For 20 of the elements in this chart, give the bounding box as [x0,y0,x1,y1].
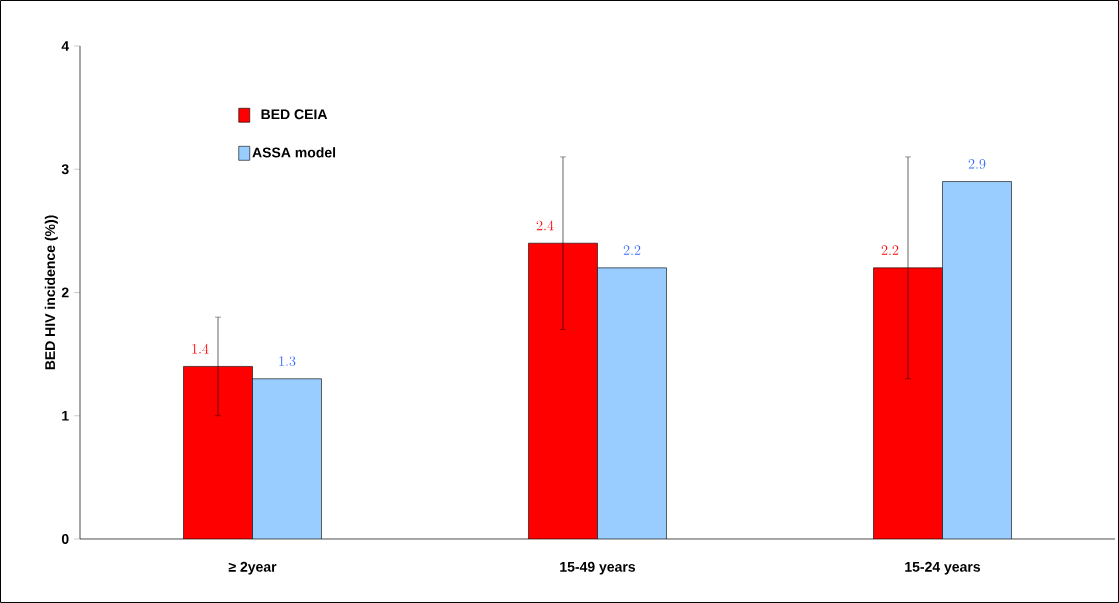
data-label: 1 .3 [279,356,296,367]
legend-label: BED CEIA [261,109,328,120]
y-tick-label: 3 [61,164,69,175]
y-axis-title: BED HIV incidence (%)) [44,215,58,370]
legend-label: ASSA model [252,147,336,158]
y-tick-label: 0 [61,534,69,544]
data-label: 2.2 [881,245,899,255]
data-label: 1 .4 [192,343,209,354]
bar [873,267,943,539]
bar [528,243,598,539]
x-tick-label: 15-49 years [560,561,636,575]
data-label: 2.2 [623,245,641,255]
y-tick-label: 2 [61,287,69,298]
data-label: 2.9 [968,159,986,169]
data-label: 2.4 [536,220,554,231]
y-tick-label: 4 [61,41,70,51]
x-tick-label: 15-24 years [905,561,981,575]
y-tick-label: 1 [62,410,69,421]
x-tick-label: ≥ 2year [228,561,277,575]
bar [183,366,253,539]
